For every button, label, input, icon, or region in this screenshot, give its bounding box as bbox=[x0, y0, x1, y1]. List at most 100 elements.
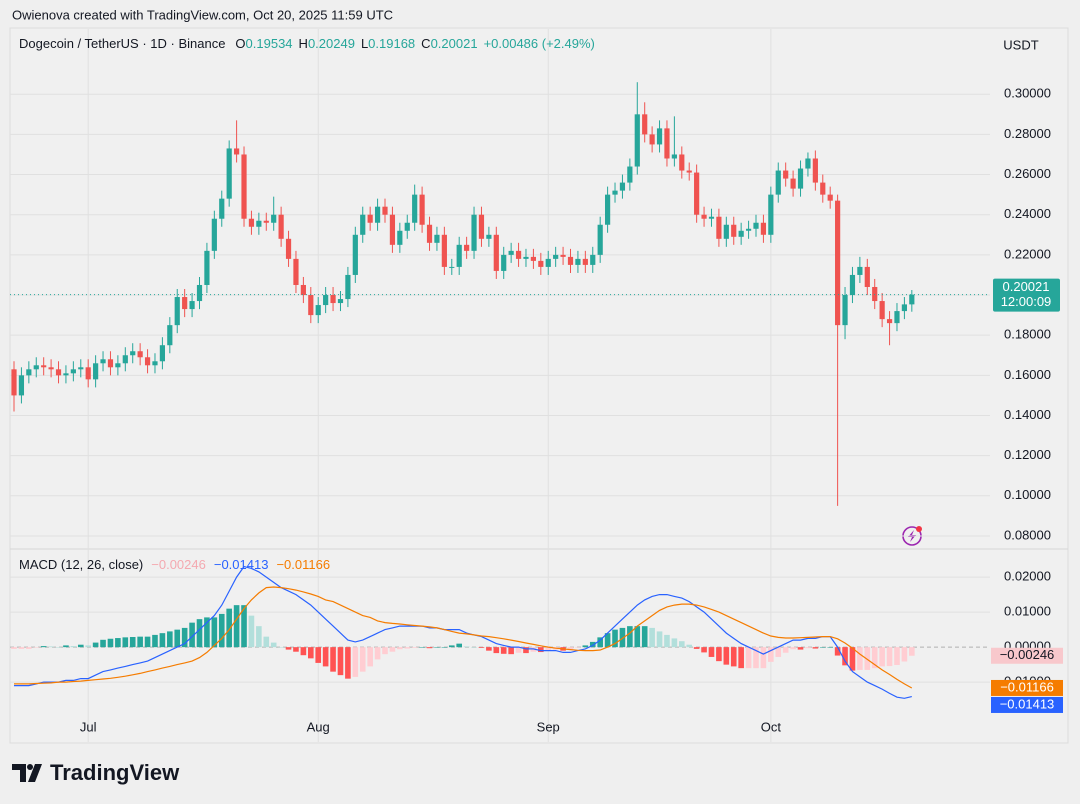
candle-body bbox=[575, 258, 581, 265]
histogram-bar bbox=[753, 647, 759, 669]
histogram-bar bbox=[515, 647, 522, 653]
candle-body bbox=[441, 234, 447, 267]
value-box bbox=[991, 647, 1063, 664]
candle-body bbox=[723, 224, 729, 239]
histogram-bar bbox=[701, 647, 707, 653]
histogram-bar bbox=[359, 647, 366, 672]
candle-body bbox=[783, 170, 789, 179]
histogram-bar bbox=[493, 647, 500, 654]
candle-body bbox=[909, 294, 915, 305]
candle-body bbox=[315, 305, 321, 316]
candle-body bbox=[901, 304, 907, 312]
x-tick-label: Oct bbox=[761, 719, 782, 734]
histogram-bar bbox=[226, 608, 232, 648]
value-box bbox=[991, 696, 1063, 713]
histogram-bar bbox=[456, 643, 462, 648]
histogram-bar bbox=[107, 638, 114, 648]
histogram-bar bbox=[85, 645, 91, 648]
candle-body bbox=[293, 258, 299, 285]
histogram-bar bbox=[18, 647, 25, 649]
histogram-bar bbox=[523, 647, 529, 654]
histogram-bar bbox=[278, 647, 284, 648]
histogram-bar bbox=[152, 634, 158, 648]
candle-body bbox=[100, 359, 106, 364]
candle-body bbox=[501, 254, 507, 271]
y-tick-label: 0.24000 bbox=[1004, 206, 1051, 221]
candle-body bbox=[642, 114, 648, 135]
ohlc-label: C bbox=[421, 36, 430, 51]
value-box-label: −0.01166 bbox=[1000, 679, 1054, 694]
histogram-bar bbox=[270, 642, 277, 648]
candle-body bbox=[330, 295, 336, 304]
candle-body bbox=[41, 365, 47, 368]
candle-body bbox=[449, 266, 455, 268]
histogram-bar bbox=[285, 647, 292, 650]
x-tick-label: Aug bbox=[307, 719, 330, 734]
candle-body bbox=[634, 114, 640, 167]
histogram-bar bbox=[241, 605, 247, 648]
histogram-bar bbox=[716, 647, 722, 662]
histogram-bar bbox=[760, 647, 767, 669]
histogram-bar bbox=[322, 647, 329, 667]
candle-body bbox=[849, 274, 856, 296]
candle-body bbox=[775, 170, 781, 195]
histogram-bar bbox=[55, 647, 62, 648]
candle-body bbox=[508, 250, 514, 255]
histogram-bar bbox=[434, 647, 440, 648]
indicator-title: MACD (12, 26, close) bbox=[19, 557, 143, 572]
candle-body bbox=[11, 369, 17, 396]
histogram-bar bbox=[738, 647, 744, 669]
candle-body bbox=[745, 228, 752, 231]
candle-body bbox=[412, 194, 418, 223]
histogram-bar bbox=[137, 636, 143, 648]
candle-body bbox=[879, 301, 885, 320]
histogram-bar bbox=[196, 619, 203, 648]
candle-body bbox=[523, 256, 529, 259]
candle-body bbox=[323, 295, 329, 306]
y-tick-label: 0.02000 bbox=[1004, 569, 1051, 584]
candle-body bbox=[115, 363, 121, 368]
candle-body bbox=[271, 214, 277, 223]
candle-body bbox=[590, 254, 596, 265]
last-price-box bbox=[993, 278, 1060, 312]
candle-body bbox=[738, 230, 744, 237]
histogram-bar bbox=[894, 647, 900, 665]
histogram-value: −0.00246 bbox=[151, 557, 206, 572]
histogram-bar bbox=[426, 647, 433, 649]
candle-body bbox=[308, 295, 314, 316]
candle-body bbox=[300, 284, 306, 296]
chart-title: Dogecoin / TetherUS · 1D · Binance bbox=[19, 36, 225, 51]
histogram-bar bbox=[181, 627, 188, 648]
histogram-bar bbox=[389, 647, 396, 652]
histogram-bar bbox=[411, 647, 418, 648]
histogram-bar bbox=[656, 631, 663, 648]
candle-body bbox=[63, 373, 69, 376]
histogram-bar bbox=[842, 647, 848, 666]
histogram-bar bbox=[805, 647, 811, 649]
histogram-bar bbox=[664, 634, 670, 648]
change: +0.00486 (+2.49%) bbox=[484, 36, 595, 51]
histogram-bar bbox=[367, 647, 373, 667]
ohlc-label: L bbox=[361, 36, 368, 51]
histogram-bar bbox=[337, 647, 344, 676]
histogram-bar bbox=[211, 617, 218, 648]
candle-body bbox=[426, 224, 433, 243]
candle-body bbox=[656, 128, 663, 145]
candle-body bbox=[835, 200, 841, 326]
candle-body bbox=[263, 220, 269, 223]
histogram-bar bbox=[345, 647, 351, 679]
candle-body bbox=[582, 258, 588, 265]
histogram-bar bbox=[708, 647, 715, 657]
candle-body bbox=[352, 234, 358, 275]
series-value: −0.01413 bbox=[214, 557, 269, 572]
candle-body bbox=[382, 206, 388, 215]
chart-frame bbox=[9, 27, 1069, 744]
y-tick-label: 0.12000 bbox=[1004, 447, 1051, 462]
x-tick-label: Sep bbox=[537, 719, 560, 734]
candle-body bbox=[285, 238, 292, 259]
chart-legend: Dogecoin / TetherUS · 1D · Binance O0.195… bbox=[19, 36, 595, 51]
candle-body bbox=[768, 194, 774, 235]
histogram-bar bbox=[641, 626, 648, 648]
series-value: −0.01166 bbox=[276, 557, 330, 572]
